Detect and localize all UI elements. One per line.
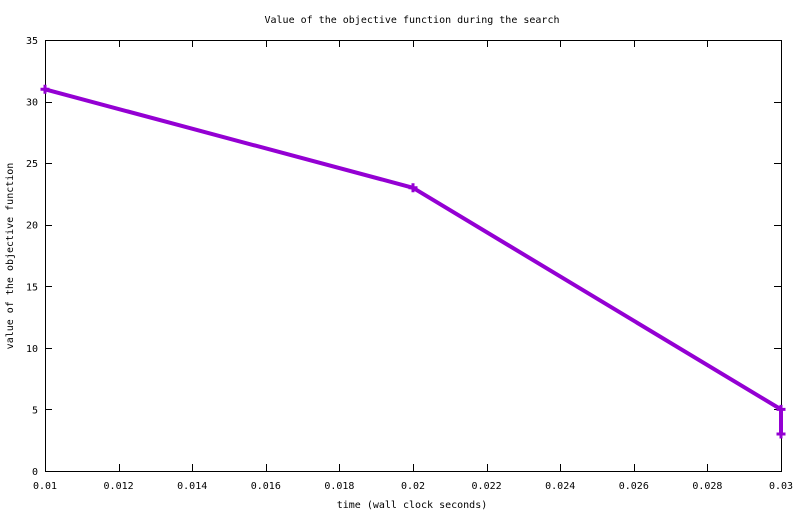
y-tick-label: 0 [32, 467, 38, 478]
data-point [776, 404, 786, 414]
y-tick-label: 10 [26, 344, 38, 355]
x-tick-label: 0.02 [401, 481, 425, 492]
series-line [43, 87, 783, 437]
x-tick-label: 0.012 [104, 481, 134, 492]
chart-title: Value of the objective function during t… [264, 15, 559, 26]
x-tick-label: 0.022 [472, 481, 502, 492]
data-point [776, 429, 786, 439]
plot-frame [45, 40, 782, 472]
y-tick-label: 15 [26, 282, 38, 293]
y-tick-label: 35 [26, 36, 38, 47]
x-tick-label: 0.024 [545, 481, 575, 492]
y-tick-label: 20 [26, 221, 38, 232]
data-point [408, 183, 418, 193]
x-axis: 0.01 0.012 0.014 0.016 0.018 0.02 0.022 0.024 0.… [33, 40, 793, 492]
y-tick-label: 25 [26, 159, 38, 170]
x-tick-label: 0.026 [619, 481, 649, 492]
x-tick-label: 0.01 [33, 481, 57, 492]
x-tick-label: 0.028 [692, 481, 722, 492]
x-tick-label: 0.014 [177, 481, 207, 492]
y-tick-label: 30 [26, 98, 38, 109]
data-point [40, 84, 50, 94]
x-tick-label: 0.016 [251, 481, 281, 492]
y-axis: 0 5 10 15 20 25 30 35 [26, 36, 781, 478]
x-tick-label: 0.03 [769, 481, 793, 492]
x-tick-label: 0.018 [324, 481, 354, 492]
y-axis-label: value of the objective function [5, 163, 16, 350]
x-axis-label: time (wall clock seconds) [337, 500, 488, 511]
series-layer [40, 84, 786, 439]
y-tick-label: 5 [32, 405, 38, 416]
